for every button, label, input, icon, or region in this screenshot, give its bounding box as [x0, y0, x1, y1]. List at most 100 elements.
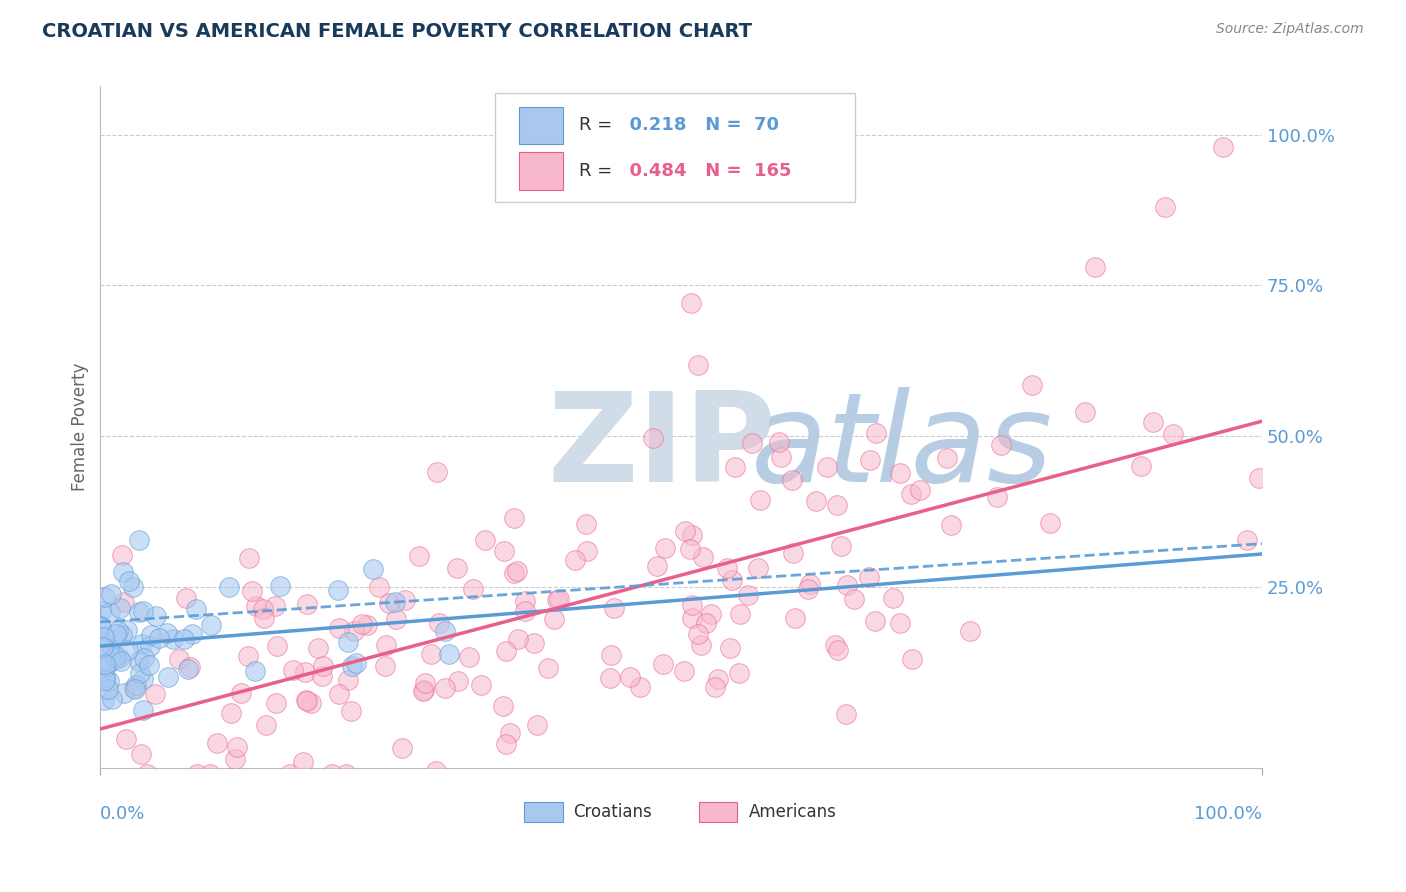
Point	[238, 648, 260, 663]
Point	[132, 672, 155, 686]
Point	[858, 570, 880, 584]
Point	[412, 682, 434, 697]
Point	[835, 706, 858, 721]
Point	[419, 648, 441, 662]
Point	[470, 678, 492, 692]
Point	[458, 650, 481, 665]
Point	[797, 582, 820, 596]
Point	[93, 692, 115, 706]
Point	[1212, 139, 1234, 153]
Point	[1247, 471, 1270, 485]
Point	[865, 425, 887, 440]
Point	[704, 680, 727, 694]
Point	[132, 604, 155, 618]
Point	[299, 697, 322, 711]
Point	[434, 624, 457, 639]
Point	[447, 674, 470, 689]
Point	[344, 656, 367, 670]
Point	[124, 681, 146, 696]
Point	[695, 616, 717, 631]
Text: CROATIAN VS AMERICAN FEMALE POVERTY CORRELATION CHART: CROATIAN VS AMERICAN FEMALE POVERTY CORR…	[42, 22, 752, 41]
Point	[350, 617, 373, 632]
FancyBboxPatch shape	[519, 107, 562, 145]
Point	[900, 487, 922, 501]
Point	[326, 582, 349, 597]
Point	[543, 612, 565, 626]
Point	[434, 681, 457, 695]
Point	[681, 611, 703, 625]
Point	[720, 573, 742, 587]
Point	[564, 553, 586, 567]
Point	[412, 683, 434, 698]
Point	[673, 524, 696, 538]
Point	[603, 600, 626, 615]
Point	[679, 541, 702, 556]
Point	[599, 648, 621, 663]
Point	[681, 527, 703, 541]
FancyBboxPatch shape	[495, 93, 855, 202]
Point	[104, 651, 127, 665]
Point	[167, 652, 190, 666]
Point	[783, 611, 806, 625]
Point	[139, 627, 162, 641]
Point	[506, 565, 529, 579]
Point	[408, 549, 430, 563]
Point	[718, 641, 741, 656]
Point	[108, 601, 131, 615]
Point	[842, 592, 865, 607]
Point	[94, 673, 117, 688]
Point	[495, 737, 517, 751]
Point	[173, 632, 195, 646]
Point	[281, 663, 304, 677]
Point	[859, 453, 882, 467]
Point	[385, 612, 408, 626]
Point	[425, 764, 447, 779]
Point	[292, 756, 315, 770]
Point	[1021, 377, 1043, 392]
Point	[446, 561, 468, 575]
Point	[356, 617, 378, 632]
Point	[94, 629, 117, 643]
Point	[494, 543, 516, 558]
Point	[143, 687, 166, 701]
Point	[117, 623, 139, 637]
Point	[375, 638, 398, 652]
Point	[651, 657, 673, 671]
Point	[780, 473, 803, 487]
Point	[686, 626, 709, 640]
Point	[526, 718, 548, 732]
Point	[990, 438, 1012, 452]
Point	[804, 493, 827, 508]
Point	[145, 609, 167, 624]
Point	[104, 648, 127, 663]
Point	[156, 625, 179, 640]
Point	[1142, 415, 1164, 429]
Point	[157, 670, 180, 684]
Point	[724, 460, 747, 475]
Point	[727, 665, 749, 680]
Text: R =: R =	[579, 161, 612, 180]
Point	[474, 533, 496, 547]
Point	[413, 676, 436, 690]
Point	[295, 692, 318, 706]
Point	[98, 655, 121, 669]
Point	[889, 616, 911, 631]
Point	[121, 580, 143, 594]
Point	[138, 639, 160, 653]
Point	[90, 604, 112, 618]
Point	[437, 647, 460, 661]
Point	[1161, 427, 1184, 442]
Point	[343, 624, 366, 638]
FancyBboxPatch shape	[699, 802, 737, 822]
Point	[335, 766, 357, 780]
Point	[741, 436, 763, 450]
Point	[384, 595, 406, 609]
Point	[361, 562, 384, 576]
Point	[269, 579, 291, 593]
Point	[93, 630, 115, 644]
Point	[94, 670, 117, 684]
Point	[148, 631, 170, 645]
Point	[391, 741, 413, 756]
Point	[523, 636, 546, 650]
Point	[174, 591, 197, 605]
